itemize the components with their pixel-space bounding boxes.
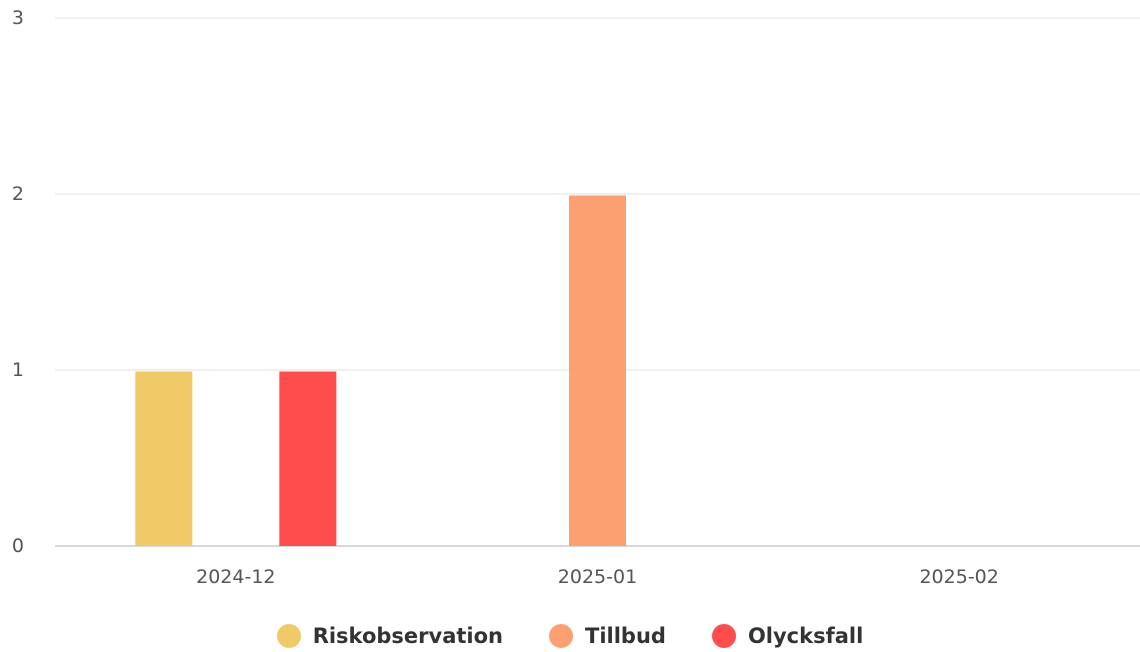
bar-riskobservation-2024-12[interactable] <box>135 371 193 547</box>
bar-chart: 0 1 2 3 2024-12 2025-01 2025-02 <box>12 7 1140 588</box>
legend-marker <box>711 624 736 648</box>
bar-olycksfall-2024-12[interactable] <box>279 371 337 547</box>
legend-item-tillbud[interactable]: Tillbud <box>549 624 666 648</box>
legend-item-riskobservation[interactable]: Riskobservation <box>276 624 503 648</box>
legend-marker <box>549 624 573 648</box>
y-tick-label: 1 <box>12 359 24 381</box>
x-tick-label: 2025-02 <box>919 566 998 588</box>
legend: Riskobservation Tillbud Olycksfall <box>0 620 1140 652</box>
legend-label: Riskobservation <box>312 624 503 648</box>
x-tick-label: 2025-01 <box>558 566 637 588</box>
y-tick-label: 3 <box>12 7 24 29</box>
bar-tillbud-2025-01[interactable] <box>569 195 626 547</box>
y-tick-label: 2 <box>12 183 24 205</box>
legend-marker <box>276 624 301 648</box>
legend-item-olycksfall[interactable]: Olycksfall <box>711 624 864 648</box>
legend-label: Olycksfall <box>747 624 864 648</box>
y-tick-label: 0 <box>12 535 24 557</box>
x-tick-label: 2024-12 <box>196 566 275 588</box>
legend-label: Tillbud <box>585 624 666 648</box>
